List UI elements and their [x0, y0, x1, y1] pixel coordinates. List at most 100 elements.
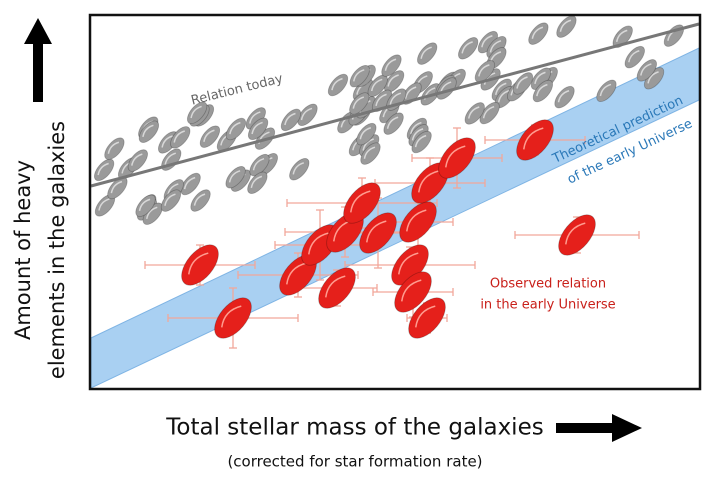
- galaxy-body: [554, 85, 575, 109]
- galaxy-body: [458, 37, 479, 60]
- galaxy-arm: [359, 127, 372, 140]
- galaxy-arm: [516, 76, 528, 89]
- galaxy-arm: [325, 275, 346, 298]
- galaxy-body: [360, 142, 381, 165]
- galaxy-body: [160, 189, 182, 212]
- galaxy: [394, 271, 432, 313]
- galaxy: [438, 137, 476, 179]
- galaxy-arm: [350, 190, 371, 213]
- galaxy-body: [394, 271, 432, 313]
- galaxy-body: [528, 22, 549, 45]
- galaxy-body: [104, 137, 125, 160]
- plot-area: [90, 15, 700, 389]
- galaxy-arm: [375, 93, 387, 107]
- galaxy: [512, 72, 534, 95]
- galaxy-body: [359, 212, 397, 254]
- galaxy-arm: [188, 252, 209, 275]
- galaxy: [554, 85, 575, 109]
- galaxy-arm: [467, 106, 480, 119]
- galaxy: [349, 92, 370, 115]
- galaxy-arm: [565, 222, 586, 245]
- galaxy: [532, 79, 553, 103]
- galaxy-arm: [251, 121, 263, 135]
- galaxy-arm: [249, 111, 261, 124]
- galaxy-body: [411, 130, 432, 154]
- y-arrow: [24, 18, 52, 102]
- galaxy-arm: [445, 145, 466, 168]
- galaxy-arm: [497, 90, 510, 103]
- y-label: elements in the galaxies: [45, 121, 69, 379]
- galaxy: [181, 244, 219, 286]
- galaxy-arm: [308, 232, 329, 255]
- galaxy-body: [186, 101, 208, 125]
- galaxy: [225, 166, 246, 189]
- x-sublabel: (corrected for star formation rate): [227, 453, 482, 471]
- galaxy-arm: [353, 69, 365, 82]
- galaxy: [417, 42, 438, 65]
- galaxy-arm: [138, 198, 151, 212]
- galaxy: [297, 103, 318, 127]
- galaxy-arm: [536, 83, 548, 97]
- galaxy-body: [556, 15, 577, 38]
- galaxy-arm: [370, 78, 383, 92]
- galaxy-body: [199, 125, 221, 148]
- galaxy-arm: [363, 146, 376, 159]
- galaxy: [383, 112, 404, 135]
- galaxy-arm: [362, 138, 374, 151]
- galaxy-arm: [164, 193, 176, 206]
- galaxy: [249, 153, 270, 177]
- galaxy-arm: [478, 64, 490, 77]
- galaxy: [479, 101, 500, 125]
- galaxy-arm: [331, 77, 343, 91]
- galaxy-body: [516, 119, 554, 161]
- galaxy: [289, 158, 310, 181]
- galaxy-arm: [404, 86, 417, 99]
- galaxy-body: [138, 120, 160, 143]
- plot-frame: [88, 13, 702, 391]
- galaxy-arm: [161, 135, 173, 148]
- galaxy-arm: [228, 170, 241, 183]
- galaxy-body: [94, 158, 115, 182]
- galaxy-body: [280, 108, 302, 132]
- galaxy: [474, 60, 495, 83]
- galaxy-body: [399, 201, 437, 243]
- galaxy-arm: [97, 162, 109, 176]
- galaxy: [528, 22, 549, 45]
- galaxy-body: [180, 172, 201, 196]
- galaxy: [558, 214, 596, 256]
- galaxy-arm: [384, 58, 397, 71]
- galaxy: [411, 130, 432, 154]
- galaxy: [247, 171, 268, 194]
- annotation: in the early Universe: [480, 298, 615, 313]
- galaxy-arm: [534, 71, 546, 85]
- galaxy: [636, 59, 657, 82]
- galaxy-arm: [599, 83, 612, 97]
- galaxy: [464, 102, 485, 125]
- galaxy-arm: [410, 121, 422, 135]
- galaxy-arm: [495, 82, 507, 96]
- galaxy-arm: [461, 41, 473, 54]
- galaxy: [138, 120, 160, 143]
- galaxy: [381, 54, 402, 77]
- galaxy-body: [636, 59, 657, 82]
- galaxy-arm: [284, 112, 296, 126]
- galaxy-arm: [366, 220, 387, 243]
- galaxy-arm: [481, 35, 493, 48]
- galaxy: [327, 73, 349, 97]
- galaxy-body: [596, 79, 617, 103]
- galaxy-arm: [406, 209, 427, 232]
- galaxy-body: [343, 182, 381, 224]
- y-label: Amount of heavy: [11, 160, 35, 340]
- galaxy-arm: [418, 170, 439, 193]
- gray-galaxies: [94, 15, 685, 225]
- galaxy: [624, 45, 645, 69]
- galaxy-arm: [107, 141, 120, 154]
- galaxy-arm: [411, 128, 424, 141]
- galaxy-arm: [300, 107, 313, 121]
- galaxy-body: [349, 92, 370, 115]
- galaxy-body: [464, 102, 485, 125]
- galaxy-body: [532, 79, 553, 103]
- galaxy-arm: [420, 46, 432, 59]
- galaxy-arm: [401, 279, 422, 302]
